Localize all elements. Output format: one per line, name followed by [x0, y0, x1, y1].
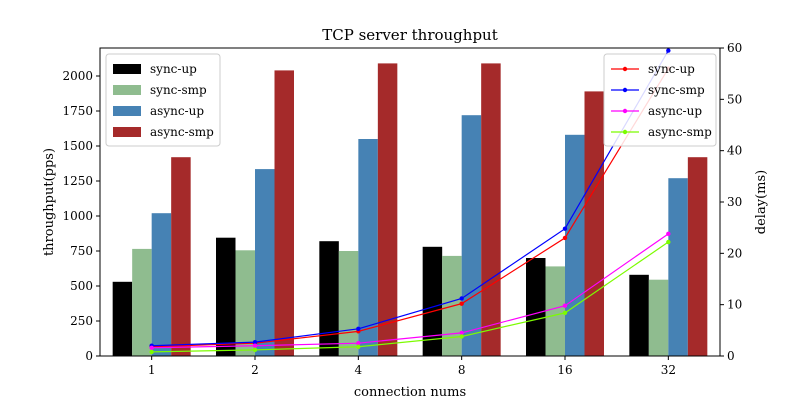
legend-marker-async-up — [622, 108, 628, 114]
y2-tick-label: 30 — [727, 195, 742, 209]
bar-async-up-32 — [668, 178, 688, 356]
y2-tick-label: 0 — [727, 349, 735, 363]
x-tick-label: 1 — [148, 363, 156, 377]
legend-label-async-smp: async-smp — [648, 125, 712, 139]
line-async-smp — [151, 241, 669, 353]
bar-async-up-4 — [358, 139, 378, 356]
x-tick-label: 4 — [355, 363, 363, 377]
bar-sync-up-4 — [319, 241, 339, 356]
y-tick-label: 250 — [70, 314, 93, 328]
bar-async-smp-4 — [377, 63, 398, 357]
legend-box — [603, 53, 717, 147]
y-tick-label: 2000 — [62, 69, 93, 83]
legend-label-sync-smp: sync-smp — [648, 83, 705, 97]
legend-label-sync-up: sync-up — [150, 62, 197, 76]
point-async-up-8 — [459, 330, 464, 336]
point-sync-up-16 — [562, 235, 568, 241]
legend-box — [105, 53, 221, 147]
point-async-smp-8 — [459, 334, 464, 339]
bar-sync-up-16 — [526, 258, 546, 356]
legend-lines: sync-up sync-smp async-up async-smp — [603, 53, 717, 147]
chart-title: TCP server throughput — [322, 26, 497, 44]
legend-label-sync-up: sync-up — [648, 62, 695, 76]
point-async-up-16 — [562, 303, 568, 308]
point-sync-smp-2 — [252, 339, 258, 345]
point-async-smp-4 — [356, 344, 361, 349]
y-tick-label: 1750 — [62, 104, 93, 118]
bar-async-up-1 — [151, 213, 172, 356]
bar-sync-up-32 — [629, 274, 649, 356]
legend-swatch-sync-smp — [113, 85, 141, 95]
bar-async-up-8 — [461, 115, 482, 356]
y-tick-label: 500 — [70, 279, 93, 293]
legend-marker-async-smp — [622, 129, 628, 135]
bar-sync-up-2 — [216, 237, 236, 356]
y-tick-label: 1250 — [62, 174, 93, 188]
bar-async-smp-32 — [687, 157, 708, 356]
y-tick-label: 1000 — [62, 209, 93, 223]
point-sync-up-8 — [459, 301, 464, 306]
x-tick-label: 16 — [557, 363, 572, 377]
bar-async-smp-1 — [171, 157, 191, 356]
point-sync-smp-8 — [459, 296, 464, 301]
bar-async-up-16 — [565, 134, 585, 356]
legend-label-async-smp: async-smp — [150, 125, 214, 139]
bar-sync-up-8 — [422, 246, 443, 356]
x-tick-label: 8 — [458, 363, 466, 377]
y2-tick-label: 40 — [727, 144, 742, 158]
y-tick-label: 1500 — [62, 139, 93, 153]
line-async-up — [151, 233, 669, 349]
lines-layer — [149, 48, 671, 355]
line-sync-smp — [151, 50, 669, 347]
bar-sync-smp-4 — [338, 251, 359, 356]
legend-label-async-up: async-up — [150, 104, 204, 118]
point-async-up-32 — [666, 231, 671, 237]
y-tick-label: 0 — [85, 349, 93, 363]
line-sync-up — [151, 68, 669, 348]
legend-marker-sync-up — [622, 66, 628, 72]
y2-tick-label: 50 — [727, 92, 742, 106]
legend-label-sync-smp: sync-smp — [150, 83, 207, 97]
y2-tick-label: 10 — [727, 298, 742, 312]
bar-async-smp-8 — [481, 63, 501, 357]
point-async-smp-2 — [252, 347, 258, 353]
bar-async-up-2 — [255, 169, 275, 356]
bar-async-smp-2 — [274, 70, 294, 357]
legend-bars: sync-up sync-smp async-up async-smp — [105, 53, 221, 147]
bar-async-smp-16 — [584, 91, 604, 357]
y2-tick-label: 20 — [727, 246, 742, 260]
bar-sync-smp-16 — [545, 266, 565, 356]
legend-swatch-async-up — [113, 106, 141, 116]
x-tick-label: 2 — [251, 363, 259, 377]
legend-swatch-sync-up — [113, 64, 141, 74]
point-async-up-1 — [149, 345, 154, 350]
point-async-smp-32 — [666, 239, 671, 245]
point-async-smp-1 — [149, 349, 154, 355]
point-sync-smp-4 — [356, 326, 361, 331]
point-sync-smp-32 — [666, 48, 671, 53]
point-sync-smp-16 — [562, 226, 568, 231]
y-axis-label: throughput(pps) — [42, 148, 57, 256]
point-async-up-4 — [356, 340, 361, 346]
bar-sync-smp-1 — [132, 248, 152, 356]
point-async-up-2 — [252, 343, 258, 348]
bar-sync-up-1 — [112, 281, 133, 356]
x-axis-label: connection nums — [354, 385, 466, 400]
y-tick-label: 750 — [70, 244, 93, 258]
legend-marker-sync-smp — [622, 87, 628, 93]
point-async-smp-16 — [562, 310, 568, 316]
legend-swatch-async-smp — [113, 127, 141, 137]
y2-tick-label: 60 — [727, 41, 742, 55]
legend-label-async-up: async-up — [648, 104, 702, 118]
bar-sync-smp-2 — [235, 250, 255, 356]
axes-layer: 1 2 4 8 16 32 0 250 500 750 1000 1250 1500 1750 2000 0 1… — [62, 41, 742, 377]
x-tick-label: 32 — [661, 363, 676, 377]
bars-layer — [112, 63, 708, 357]
bar-sync-smp-32 — [648, 279, 669, 356]
y2-axis-label: delay(ms) — [754, 170, 769, 234]
